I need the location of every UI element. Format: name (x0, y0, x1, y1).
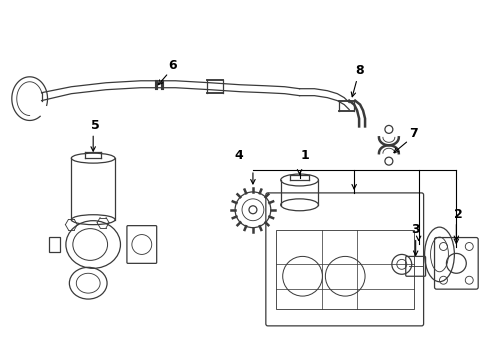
Text: 6: 6 (168, 59, 177, 72)
Bar (49, 237, 60, 252)
Text: 3: 3 (412, 223, 420, 236)
Text: 4: 4 (235, 149, 244, 162)
Text: 2: 2 (454, 208, 463, 221)
Bar (276, 230, 414, 309)
Text: 8: 8 (355, 64, 364, 77)
Text: 7: 7 (409, 127, 418, 140)
Text: 1: 1 (301, 149, 309, 162)
Text: 5: 5 (91, 119, 99, 132)
